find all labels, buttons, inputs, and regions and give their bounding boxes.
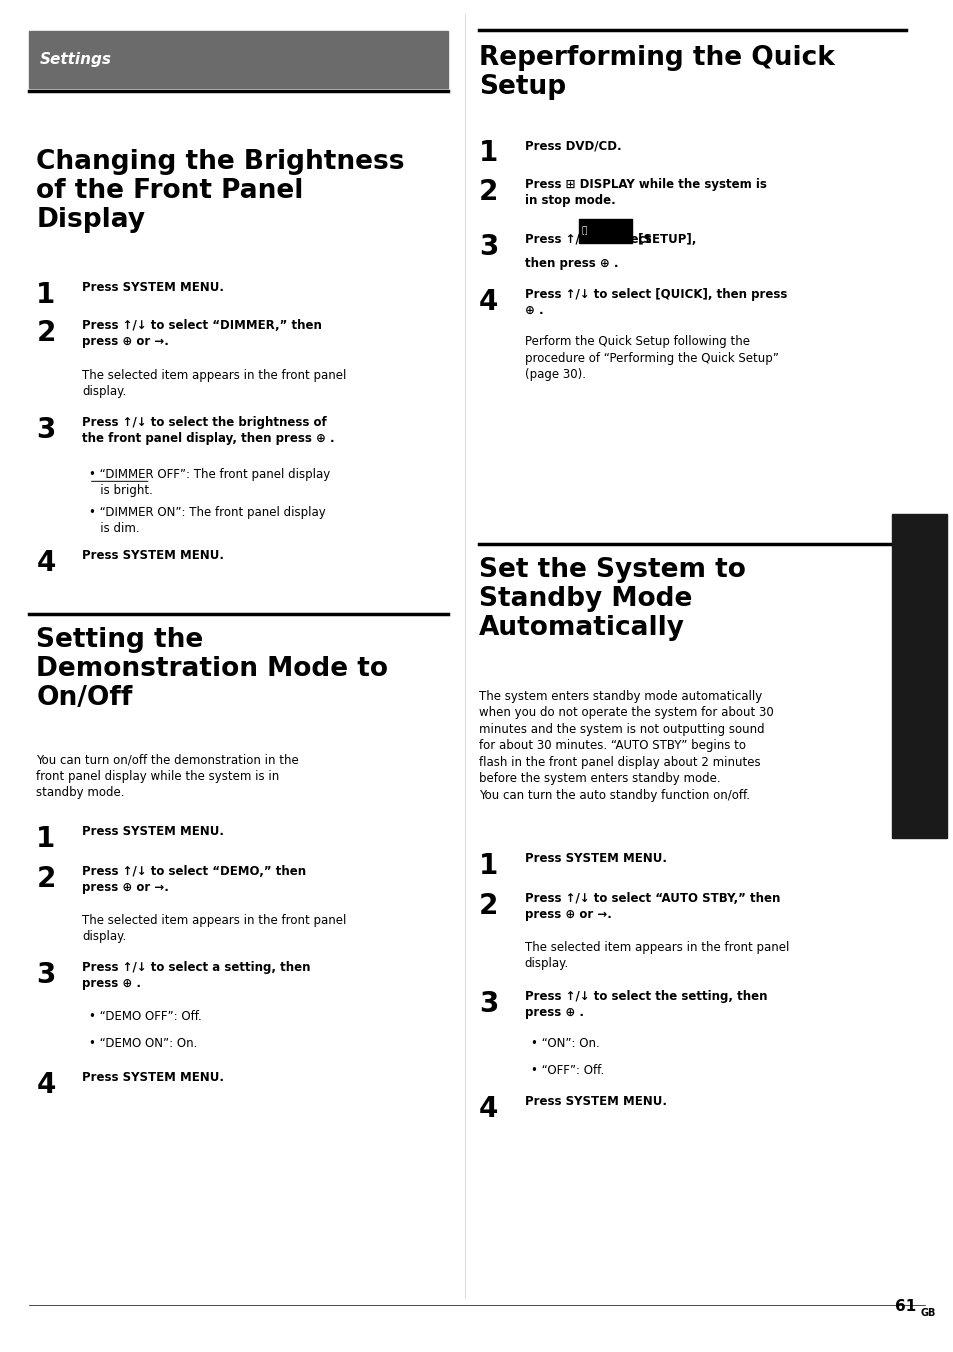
Bar [891, 514, 946, 838]
Text: 1: 1 [478, 852, 497, 880]
Text: Press ↑/↓ to select “DEMO,” then
press ⊕ or →.: Press ↑/↓ to select “DEMO,” then press ⊕… [82, 865, 306, 894]
Text: Press ↑/↓ to select the setting, then
press ⊕ .: Press ↑/↓ to select the setting, then pr… [524, 990, 766, 1018]
Text: 4: 4 [36, 1071, 55, 1099]
Text: 3: 3 [478, 233, 497, 261]
Text: 3: 3 [478, 990, 497, 1018]
Text: You can turn on/off the demonstration in the
front panel display while the syste: You can turn on/off the demonstration in… [36, 753, 298, 799]
Text: Press ↑/↓ to select a setting, then
press ⊕ .: Press ↑/↓ to select a setting, then pres… [82, 961, 311, 990]
Text: Press SYSTEM MENU.: Press SYSTEM MENU. [524, 1095, 666, 1109]
Text: 2: 2 [36, 319, 55, 347]
Text: Set the System to
Standby Mode
Automatically: Set the System to Standby Mode Automatic… [478, 557, 745, 641]
Text: Perform the Quick Setup following the
procedure of “Performing the Quick Setup”
: Perform the Quick Setup following the pr… [524, 335, 778, 381]
Text: 2: 2 [478, 892, 497, 921]
Text: • “ON”: On.: • “ON”: On. [531, 1037, 599, 1051]
Text: 3: 3 [36, 961, 55, 990]
Text: 2: 2 [36, 865, 55, 894]
Text: Press ↑/↓ to select the brightness of
the front panel display, then press ⊕ .: Press ↑/↓ to select the brightness of th… [82, 416, 335, 445]
Text: 1: 1 [36, 825, 55, 853]
Text: Setting the
Demonstration Mode to
On/Off: Setting the Demonstration Mode to On/Off [36, 627, 388, 711]
Text: Press ↑/↓ to select [QUICK], then press
⊕ .: Press ↑/↓ to select [QUICK], then press … [524, 288, 786, 316]
Text: Press SYSTEM MENU.: Press SYSTEM MENU. [82, 549, 224, 562]
Text: • “DEMO ON”: On.: • “DEMO ON”: On. [89, 1037, 197, 1051]
Text: Press SYSTEM MENU.: Press SYSTEM MENU. [524, 852, 666, 865]
Text: Press SYSTEM MENU.: Press SYSTEM MENU. [82, 281, 224, 295]
Text: The selected item appears in the front panel
display.: The selected item appears in the front p… [82, 914, 346, 942]
Text: 4: 4 [478, 1095, 497, 1124]
Text: then press ⊕ .: then press ⊕ . [524, 257, 618, 270]
Text: • “DIMMER OFF”: The front panel display
   is bright.: • “DIMMER OFF”: The front panel display … [89, 468, 330, 496]
Bar [29, 31, 448, 88]
Text: 💼: 💼 [581, 227, 587, 235]
Text: Press ⊞ DISPLAY while the system is
in stop mode.: Press ⊞ DISPLAY while the system is in s… [524, 178, 766, 207]
Bar [578, 219, 631, 243]
Text: 1: 1 [478, 139, 497, 168]
Text: 61: 61 [894, 1299, 915, 1314]
Text: Press SYSTEM MENU.: Press SYSTEM MENU. [82, 825, 224, 838]
Text: Reperforming the Quick
Setup: Reperforming the Quick Setup [478, 45, 834, 100]
Text: • “OFF”: Off.: • “OFF”: Off. [531, 1064, 604, 1078]
Text: GB: GB [920, 1309, 935, 1318]
Text: 4: 4 [36, 549, 55, 577]
Text: Press ↑/↓ to select: Press ↑/↓ to select [524, 233, 655, 246]
Text: • “DIMMER ON”: The front panel display
   is dim.: • “DIMMER ON”: The front panel display i… [89, 506, 325, 534]
Text: Settings: Settings [40, 51, 112, 68]
Text: Settings: Settings [912, 646, 925, 706]
Text: The selected item appears in the front panel
display.: The selected item appears in the front p… [524, 941, 788, 969]
Text: Press SYSTEM MENU.: Press SYSTEM MENU. [82, 1071, 224, 1084]
Text: The system enters standby mode automatically
when you do not operate the system : The system enters standby mode automatic… [478, 690, 773, 802]
Text: 1: 1 [36, 281, 55, 310]
Text: [SETUP],: [SETUP], [634, 233, 696, 246]
Text: Press ↑/↓ to select “AUTO STBY,” then
press ⊕ or →.: Press ↑/↓ to select “AUTO STBY,” then pr… [524, 892, 780, 921]
Text: 2: 2 [478, 178, 497, 207]
Text: Changing the Brightness
of the Front Panel
Display: Changing the Brightness of the Front Pan… [36, 149, 404, 233]
Text: • “DEMO OFF”: Off.: • “DEMO OFF”: Off. [89, 1010, 201, 1023]
Text: 4: 4 [478, 288, 497, 316]
Text: The selected item appears in the front panel
display.: The selected item appears in the front p… [82, 369, 346, 397]
Text: Press ↑/↓ to select “DIMMER,” then
press ⊕ or →.: Press ↑/↓ to select “DIMMER,” then press… [82, 319, 321, 347]
Text: 3: 3 [36, 416, 55, 445]
Text: Press DVD/CD.: Press DVD/CD. [524, 139, 620, 153]
